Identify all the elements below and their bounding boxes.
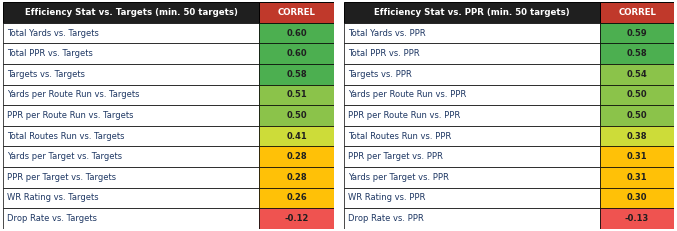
Text: 0.59: 0.59 xyxy=(627,29,647,38)
Text: Total PPR vs. Targets: Total PPR vs. Targets xyxy=(7,49,93,58)
Bar xyxy=(259,43,334,64)
Text: 0.60: 0.60 xyxy=(286,49,307,58)
Bar xyxy=(344,188,600,208)
Text: 0.30: 0.30 xyxy=(627,193,647,202)
Bar xyxy=(600,2,674,23)
Text: 0.58: 0.58 xyxy=(286,70,307,79)
Text: Total Yards vs. Targets: Total Yards vs. Targets xyxy=(7,29,99,38)
Text: 0.31: 0.31 xyxy=(627,173,647,182)
Text: 0.41: 0.41 xyxy=(286,132,307,141)
Bar xyxy=(344,43,600,64)
Text: 0.58: 0.58 xyxy=(627,49,647,58)
Text: Yards per Target vs. Targets: Yards per Target vs. Targets xyxy=(7,152,123,161)
Bar xyxy=(344,2,600,23)
Text: Yards per Route Run vs. PPR: Yards per Route Run vs. PPR xyxy=(348,90,466,99)
Text: 0.31: 0.31 xyxy=(627,152,647,161)
Text: Targets vs. PPR: Targets vs. PPR xyxy=(348,70,412,79)
Bar xyxy=(259,208,334,229)
Text: 0.51: 0.51 xyxy=(286,90,307,99)
Text: Total Yards vs. PPR: Total Yards vs. PPR xyxy=(348,29,425,38)
Bar xyxy=(344,23,600,43)
Text: 0.50: 0.50 xyxy=(627,111,647,120)
Bar xyxy=(259,167,334,188)
Text: Drop Rate vs. PPR: Drop Rate vs. PPR xyxy=(348,214,424,223)
Bar xyxy=(259,126,334,146)
Bar xyxy=(3,105,259,126)
Text: 0.38: 0.38 xyxy=(627,132,647,141)
Bar xyxy=(3,126,259,146)
Bar xyxy=(600,105,674,126)
Text: Yards per Route Run vs. Targets: Yards per Route Run vs. Targets xyxy=(7,90,139,99)
Text: -0.12: -0.12 xyxy=(284,214,309,223)
Bar xyxy=(3,208,259,229)
Text: WR Rating vs. PPR: WR Rating vs. PPR xyxy=(348,193,425,202)
Bar xyxy=(600,188,674,208)
Bar xyxy=(259,146,334,167)
Text: Total Routes Run vs. Targets: Total Routes Run vs. Targets xyxy=(7,132,125,141)
Text: Yards per Target vs. PPR: Yards per Target vs. PPR xyxy=(348,173,449,182)
Bar xyxy=(344,208,600,229)
Bar xyxy=(344,64,600,85)
Text: PPR per Route Run vs. PPR: PPR per Route Run vs. PPR xyxy=(348,111,460,120)
Bar xyxy=(3,146,259,167)
Bar xyxy=(600,23,674,43)
Text: CORREL: CORREL xyxy=(618,8,656,17)
Bar xyxy=(259,85,334,105)
Bar xyxy=(259,188,334,208)
Bar xyxy=(259,23,334,43)
Bar xyxy=(600,146,674,167)
Bar xyxy=(3,23,259,43)
Text: -0.13: -0.13 xyxy=(625,214,649,223)
Bar xyxy=(600,167,674,188)
Bar xyxy=(600,126,674,146)
Text: 0.28: 0.28 xyxy=(286,152,307,161)
Bar xyxy=(259,64,334,85)
Bar xyxy=(3,2,259,23)
Text: PPR per Route Run vs. Targets: PPR per Route Run vs. Targets xyxy=(7,111,134,120)
Text: PPR per Target vs. PPR: PPR per Target vs. PPR xyxy=(348,152,443,161)
Bar xyxy=(344,126,600,146)
Text: PPR per Target vs. Targets: PPR per Target vs. Targets xyxy=(7,173,116,182)
Text: 0.50: 0.50 xyxy=(627,90,647,99)
Bar xyxy=(259,2,334,23)
Text: Efficiency Stat vs. Targets (min. 50 targets): Efficiency Stat vs. Targets (min. 50 tar… xyxy=(25,8,238,17)
Bar xyxy=(3,188,259,208)
Text: Targets vs. Targets: Targets vs. Targets xyxy=(7,70,85,79)
Bar xyxy=(3,167,259,188)
Bar xyxy=(3,85,259,105)
Text: 0.54: 0.54 xyxy=(627,70,647,79)
Text: 0.50: 0.50 xyxy=(286,111,307,120)
Text: 0.60: 0.60 xyxy=(286,29,307,38)
Bar xyxy=(259,105,334,126)
Text: Total Routes Run vs. PPR: Total Routes Run vs. PPR xyxy=(348,132,451,141)
Text: Drop Rate vs. Targets: Drop Rate vs. Targets xyxy=(7,214,97,223)
Bar xyxy=(344,167,600,188)
Bar xyxy=(344,146,600,167)
Text: Efficiency Stat vs. PPR (min. 50 targets): Efficiency Stat vs. PPR (min. 50 targets… xyxy=(374,8,570,17)
Bar xyxy=(344,105,600,126)
Text: 0.26: 0.26 xyxy=(286,193,307,202)
Bar xyxy=(344,85,600,105)
Bar xyxy=(3,64,259,85)
Bar xyxy=(600,43,674,64)
Bar xyxy=(600,85,674,105)
Bar xyxy=(600,64,674,85)
Text: Total PPR vs. PPR: Total PPR vs. PPR xyxy=(348,49,419,58)
Text: WR Rating vs. Targets: WR Rating vs. Targets xyxy=(7,193,99,202)
Text: 0.28: 0.28 xyxy=(286,173,307,182)
Bar xyxy=(3,43,259,64)
Bar xyxy=(600,208,674,229)
Text: CORREL: CORREL xyxy=(278,8,315,17)
